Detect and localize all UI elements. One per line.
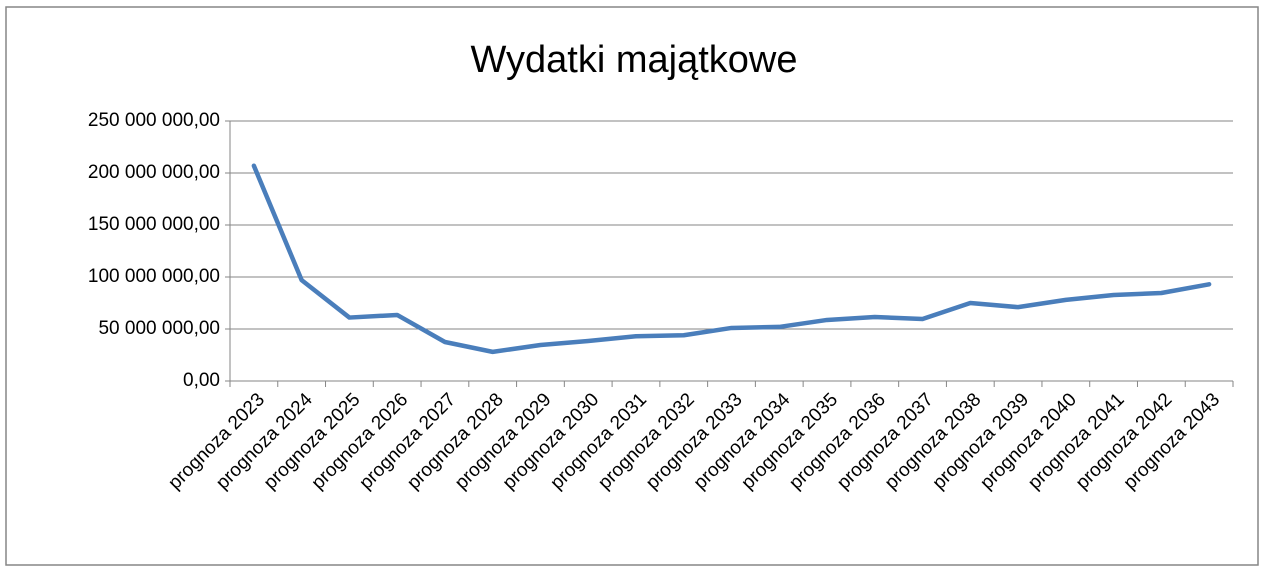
y-tick-label: 100 000 000,00 [88, 266, 220, 287]
y-tick-label: 150 000 000,00 [88, 214, 220, 235]
y-tick-label: 200 000 000,00 [88, 162, 220, 183]
y-tick-label: 0,00 [183, 370, 220, 391]
chart-border [5, 6, 1259, 566]
y-tick-label: 250 000 000,00 [88, 110, 220, 131]
chart-title: Wydatki majątkowe [471, 39, 798, 81]
y-tick-label: 50 000 000,00 [98, 318, 220, 339]
series-line [251, 163, 1212, 355]
